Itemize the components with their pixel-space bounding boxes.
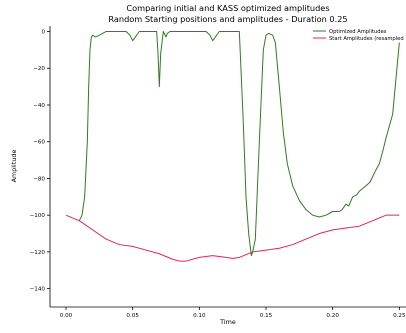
legend-label-start: Start Amplitudes (resampled <box>329 36 404 42</box>
chart-subtitle: Random Starting positions and amplitudes… <box>108 14 347 24</box>
x-tick-label: 0.00 <box>60 313 73 319</box>
x-tick-label: 0.10 <box>193 313 206 319</box>
x-tick-label: 0.15 <box>260 313 273 319</box>
axis-ticks: 0.00 0.05 0.10 0.15 0.20 0.25 0 −20 −40 −60 −80 −10… <box>30 30 406 319</box>
series-lines <box>65 31 400 262</box>
chart-title: Comparing initial and KASS optimized amp… <box>126 3 329 13</box>
legend: Optimized Amplitudes Start Amplitudes (r… <box>310 26 406 42</box>
y-tick-label: −20 <box>33 66 45 72</box>
y-tick-label: 0 <box>41 30 45 36</box>
x-tick-label: 0.25 <box>393 313 406 319</box>
series-line-start-amplitudes <box>65 214 400 262</box>
y-tick-label: −100 <box>30 213 46 219</box>
y-tick-label: −120 <box>30 250 46 256</box>
y-axis-label: Amplitude <box>10 150 18 183</box>
plot-area <box>49 26 406 308</box>
x-axis-label: Time <box>219 318 236 326</box>
legend-label-optimized: Optimized Amplitudes <box>329 29 387 35</box>
series-line-optimized-amplitudes <box>78 31 400 257</box>
x-tick-label: 0.05 <box>126 313 139 319</box>
y-tick-label: −80 <box>33 176 45 182</box>
y-tick-label: −140 <box>30 287 46 293</box>
legend-box <box>310 26 406 42</box>
y-tick-label: −40 <box>33 103 45 109</box>
y-tick-label: −60 <box>33 140 45 146</box>
x-tick-label: 0.20 <box>326 313 339 319</box>
